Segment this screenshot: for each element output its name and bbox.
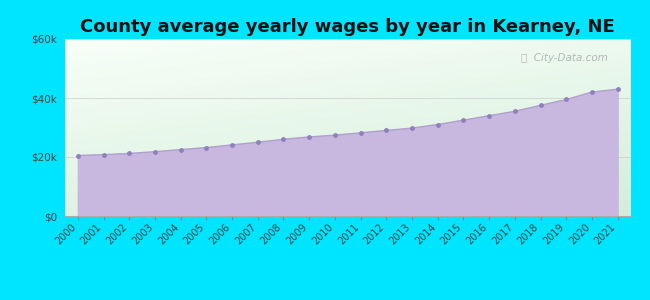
Title: County average yearly wages by year in Kearney, NE: County average yearly wages by year in K…	[81, 18, 615, 36]
Text: ⓘ  City-Data.com: ⓘ City-Data.com	[521, 53, 608, 63]
